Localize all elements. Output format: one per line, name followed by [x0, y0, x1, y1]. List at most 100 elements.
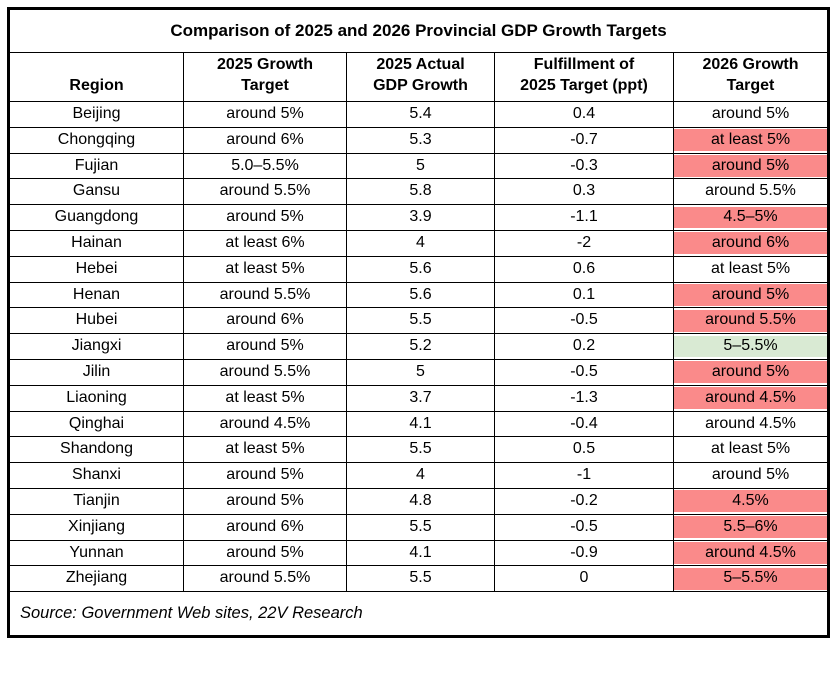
table-body: Beijing around 5% 5.4 0.4 around 5% Chongqing…: [8, 101, 830, 593]
value-cell: at least 5%: [183, 436, 347, 464]
table-row: Zhejiang around 5.5% 5.5 0 5–5.5%: [8, 565, 830, 593]
value-cell: around 5%: [672, 152, 830, 180]
region-cell: Chongqing: [8, 126, 184, 154]
table-row: Gansu around 5.5% 5.8 0.3 around 5.5%: [8, 178, 830, 206]
table-row: Yunnan around 5% 4.1 -0.9 around 4.5%: [8, 539, 830, 567]
value-cell: around 5%: [183, 487, 347, 515]
header-row: Region 2025 Growth Target 2025 Actual GDP Gr…: [8, 52, 830, 102]
value-cell: 4: [346, 229, 495, 257]
value-cell: -0.4: [494, 410, 674, 438]
value-cell: around 5.5%: [183, 565, 347, 593]
value-cell: 5.5–6%: [672, 513, 830, 541]
region-cell: Gansu: [8, 178, 184, 206]
value-cell: around 5%: [183, 462, 347, 489]
value-cell: 4.1: [346, 410, 495, 438]
value-cell: 4: [346, 462, 495, 489]
value-cell: 0.4: [494, 101, 674, 128]
value-cell: 5.3: [346, 126, 495, 154]
value-cell: around 6%: [183, 126, 347, 154]
region-cell: Qinghai: [8, 410, 184, 438]
region-cell: Henan: [8, 281, 184, 309]
region-cell: Guangdong: [8, 204, 184, 231]
column-header-line: 2026 Growth: [702, 56, 799, 74]
value-cell: 4.5%: [672, 487, 830, 515]
region-cell: Yunnan: [8, 539, 184, 567]
table-row: Shandong at least 5% 5.5 0.5 at least 5%: [8, 436, 830, 464]
value-cell: around 5%: [183, 101, 347, 128]
value-cell: around 5.5%: [183, 358, 347, 386]
value-cell: around 5%: [672, 101, 830, 128]
value-cell: -1.1: [494, 204, 674, 231]
table-row: Jilin around 5.5% 5 -0.5 around 5%: [8, 358, 830, 386]
column-header-line: 2025 Growth: [216, 56, 314, 74]
table-row: Tianjin around 5% 4.8 -0.2 4.5%: [8, 487, 830, 515]
column-header-line: Region: [69, 77, 124, 95]
column-header-2025-growth-target: 2025 Growth Target: [183, 52, 347, 102]
value-cell: 3.7: [346, 384, 495, 412]
column-header-2025-actual-gdp-growth: 2025 Actual GDP Growth: [346, 52, 495, 102]
value-cell: 5.5: [346, 436, 495, 464]
value-cell: 5–5.5%: [672, 333, 830, 360]
value-cell: around 4.5%: [672, 384, 830, 412]
value-cell: 5.5: [346, 307, 495, 335]
region-cell: Beijing: [8, 101, 184, 128]
value-cell: -0.5: [494, 307, 674, 335]
column-header-2026-growth-target: 2026 Growth Target: [672, 52, 830, 102]
value-cell: around 6%: [672, 229, 830, 257]
value-cell: -0.2: [494, 487, 674, 515]
value-cell: 0.2: [494, 333, 674, 360]
region-cell: Hubei: [8, 307, 184, 335]
region-cell: Liaoning: [8, 384, 184, 412]
value-cell: -1: [494, 462, 674, 489]
value-cell: -1.3: [494, 384, 674, 412]
value-cell: around 5.5%: [183, 178, 347, 206]
value-cell: 0.6: [494, 255, 674, 283]
value-cell: -0.9: [494, 539, 674, 567]
column-header-fulfillment-of-2025-target-ppt: Fulfillment of 2025 Target (ppt): [494, 52, 674, 102]
value-cell: -0.3: [494, 152, 674, 180]
value-cell: around 5%: [672, 281, 830, 309]
value-cell: 5.6: [346, 281, 495, 309]
table-title: Comparison of 2025 and 2026 Provincial G…: [7, 8, 830, 53]
region-cell: Fujian: [8, 152, 184, 180]
value-cell: 0.5: [494, 436, 674, 464]
column-header-line: Target: [241, 77, 289, 95]
table-row: Xinjiang around 6% 5.5 -0.5 5.5–6%: [8, 513, 830, 541]
value-cell: 0.1: [494, 281, 674, 309]
table-row: Chongqing around 6% 5.3 -0.7 at least 5%: [8, 126, 830, 154]
column-header-line: GDP Growth: [373, 77, 468, 95]
value-cell: -0.7: [494, 126, 674, 154]
value-cell: 5–5.5%: [672, 565, 830, 593]
table-row: Hubei around 6% 5.5 -0.5 around 5.5%: [8, 307, 830, 335]
region-cell: Zhejiang: [8, 565, 184, 593]
table-row: Liaoning at least 5% 3.7 -1.3 around 4.5%: [8, 384, 830, 412]
value-cell: 4.8: [346, 487, 495, 515]
region-cell: Shanxi: [8, 462, 184, 489]
value-cell: at least 5%: [672, 255, 830, 283]
value-cell: 5.4: [346, 101, 495, 128]
gdp-targets-table: Comparison of 2025 and 2026 Provincial G…: [7, 7, 831, 639]
title-row: Comparison of 2025 and 2026 Provincial G…: [7, 8, 830, 53]
table-row: Hainan at least 6% 4 -2 around 6%: [8, 229, 830, 257]
value-cell: around 6%: [183, 307, 347, 335]
value-cell: -0.5: [494, 513, 674, 541]
value-cell: 5.0–5.5%: [183, 152, 347, 180]
value-cell: 5.2: [346, 333, 495, 360]
column-header-region: Region: [8, 52, 184, 102]
value-cell: 3.9: [346, 204, 495, 231]
region-cell: Shandong: [8, 436, 184, 464]
value-cell: 5: [346, 358, 495, 386]
value-cell: at least 5%: [672, 436, 830, 464]
value-cell: around 4.5%: [672, 539, 830, 567]
value-cell: 5.5: [346, 565, 495, 593]
table-row: Shanxi around 5% 4 -1 around 5%: [8, 462, 830, 489]
column-header-line: 2025 Actual: [376, 56, 465, 74]
value-cell: at least 5%: [183, 255, 347, 283]
value-cell: 0: [494, 565, 674, 593]
value-cell: around 5%: [183, 539, 347, 567]
region-cell: Jiangxi: [8, 333, 184, 360]
table-row: Qinghai around 4.5% 4.1 -0.4 around 4.5%: [8, 410, 830, 438]
value-cell: around 5.5%: [672, 178, 830, 206]
value-cell: 5: [346, 152, 495, 180]
value-cell: 5.6: [346, 255, 495, 283]
